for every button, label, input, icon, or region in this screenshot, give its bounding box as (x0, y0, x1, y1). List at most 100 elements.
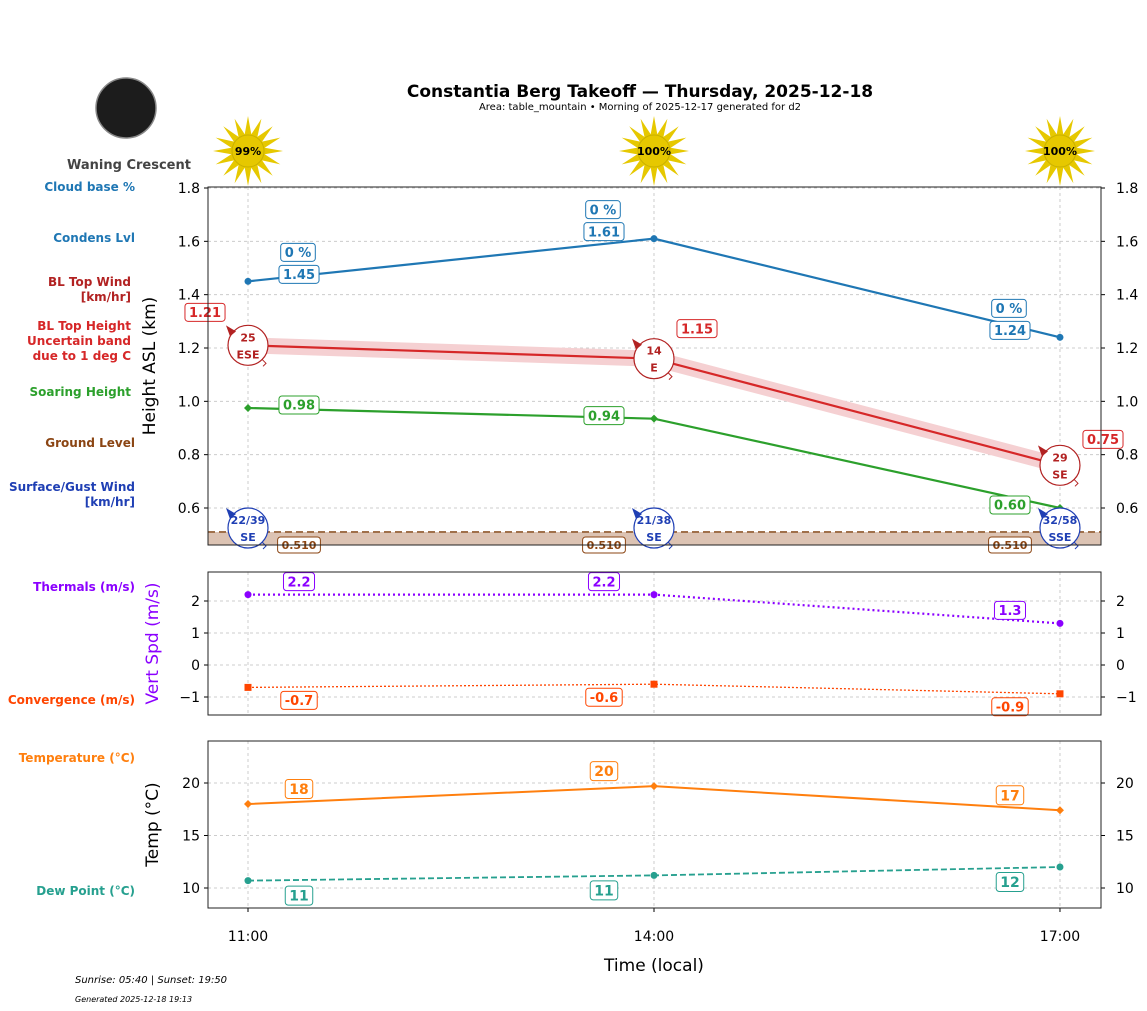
wind-direction: E (650, 362, 658, 375)
thermals-label-text: 1.3 (998, 604, 1021, 619)
convergence-point (244, 683, 252, 691)
dew-point-label-box (284, 885, 314, 906)
bl-top-label-text: 0.75 (1087, 433, 1119, 448)
y-tick-label-right: 0.6 (1116, 501, 1138, 517)
cloud-base-label-box (585, 200, 621, 220)
wind-circle (633, 338, 675, 380)
y-tick-label: −1 (179, 690, 200, 706)
convergence-label: -0.6 (585, 687, 623, 707)
convergence-label: -0.9 (991, 697, 1029, 717)
sun-disc (637, 134, 671, 168)
bl-top-label-text: 1.21 (189, 306, 221, 321)
label-bl-wind: BL Top Wind [km/hr] (47, 275, 131, 304)
moon-phase-label: Waning Crescent (67, 158, 191, 173)
label-thermals: Thermals (m/s) (33, 580, 135, 594)
convergence-label-text: -0.7 (285, 694, 313, 709)
thermals-label: 2.2 (587, 572, 621, 592)
wind-arrow-icon (1037, 445, 1048, 457)
wind-tail-icon (261, 358, 267, 367)
y-tick-label-right: 10 (1116, 881, 1134, 897)
bl-top-label: 0.75 (1082, 429, 1124, 449)
wind-arrow-icon (631, 338, 642, 350)
temperature-label: 20 (589, 761, 619, 782)
moon-icon (95, 77, 157, 139)
wind-speed: 25 (240, 331, 255, 344)
dew-point-label: 12 (995, 872, 1025, 892)
wind-circle (633, 507, 675, 549)
bl-top-label-box (184, 302, 226, 322)
wind-tail-icon (667, 372, 673, 381)
y-tick-label-right: 2 (1116, 594, 1125, 610)
cloud-base-label: 0 % (991, 298, 1027, 318)
y-tick-label-right: 1.8 (1116, 181, 1138, 197)
wind-tail-icon (1073, 478, 1079, 487)
temperature-label-text: 17 (1000, 788, 1019, 804)
y-tick-label: 1.0 (178, 394, 200, 410)
y-tick-label: 0.8 (178, 448, 200, 464)
y-tick-label-right: 0 (1116, 658, 1125, 674)
y-tick-label: 1.2 (178, 341, 200, 357)
condens-point (1056, 333, 1064, 341)
soaring-label-text: 0.60 (994, 499, 1026, 514)
wind-barb-circle: 25 ESE (226, 324, 269, 367)
y-tick-label: 2 (191, 594, 200, 610)
convergence-label-text: -0.9 (996, 700, 1024, 715)
bl-top-label: 1.21 (184, 302, 226, 322)
temperature-label-box (589, 761, 619, 782)
wind-tail-icon (667, 541, 673, 550)
y-axis-label: Vert Spd (m/s) (143, 582, 163, 704)
panel-frame (207, 571, 1102, 716)
y-tick-label-right: −1 (1116, 690, 1137, 706)
label-dew-point: Dew Point (°C) (36, 884, 135, 898)
label-cloud-base: Cloud base % (44, 180, 135, 194)
y-tick-label-right: 15 (1116, 829, 1134, 845)
y-tick-label-right: 1.2 (1116, 341, 1138, 357)
condens-label-box (583, 222, 625, 242)
convergence-line (247, 683, 1060, 695)
wind-tail-icon (1073, 541, 1079, 550)
convergence-point (1056, 690, 1064, 698)
y-axis-label: Temp (°C) (143, 782, 163, 867)
chart-title: Constantia Berg Takeoff — Thursday, 2025… (406, 82, 874, 102)
convergence-point (650, 680, 658, 688)
cloud-base-label-text: 0 % (590, 203, 617, 218)
y-axis-label: Height ASL (km) (140, 297, 160, 436)
temperature-point (244, 800, 252, 808)
wind-tail-icon (261, 541, 267, 550)
y-tick-label-right: 20 (1116, 776, 1134, 792)
wind-circle (227, 507, 269, 549)
convergence-label-box (280, 690, 318, 710)
bl-top-label-text: 1.15 (681, 322, 713, 337)
cloud-base-label-text: 0 % (996, 302, 1023, 317)
convergence-label-box (991, 697, 1029, 717)
wind-speed: 32/58 (1043, 514, 1078, 527)
cloud-base-label-box (280, 242, 316, 262)
thermals-label-box (282, 572, 316, 592)
condens-label-text: 1.61 (588, 225, 620, 240)
dew-point-label-text: 12 (1000, 875, 1019, 891)
x-axis-label: Time (local) (603, 956, 704, 976)
condens-label: 1.45 (278, 264, 320, 284)
wind-barb-circle: 29 SE (1037, 444, 1081, 487)
soaring-label: 0.98 (278, 395, 320, 415)
sun-disc (1043, 134, 1077, 168)
y-tick-label-right: 1.4 (1116, 288, 1138, 304)
thermals-point (244, 591, 252, 599)
chart-subtitle: Area: table_mountain • Morning of 2025-1… (478, 102, 802, 113)
soaring-label: 0.60 (989, 495, 1031, 515)
soaring-point (649, 414, 658, 423)
panel-frame (207, 740, 1102, 909)
dew-point-label-text: 11 (594, 883, 613, 899)
sun-percent: 100% (637, 145, 671, 158)
wind-barb-circle: 21/38 SE (631, 507, 675, 550)
bl-top-label-box (676, 319, 718, 339)
wind-direction: SE (646, 531, 661, 544)
wind-arrow-icon (226, 508, 236, 519)
temperature-label-box (284, 779, 314, 799)
cloud-base-label: 0 % (280, 242, 316, 262)
dew-point-point (244, 877, 252, 885)
wind-speed: 22/39 (231, 514, 266, 527)
label-convergence: Convergence (m/s) (7, 693, 135, 707)
wind-arrow-icon (1037, 508, 1048, 519)
dew-point-label-box (589, 880, 619, 901)
